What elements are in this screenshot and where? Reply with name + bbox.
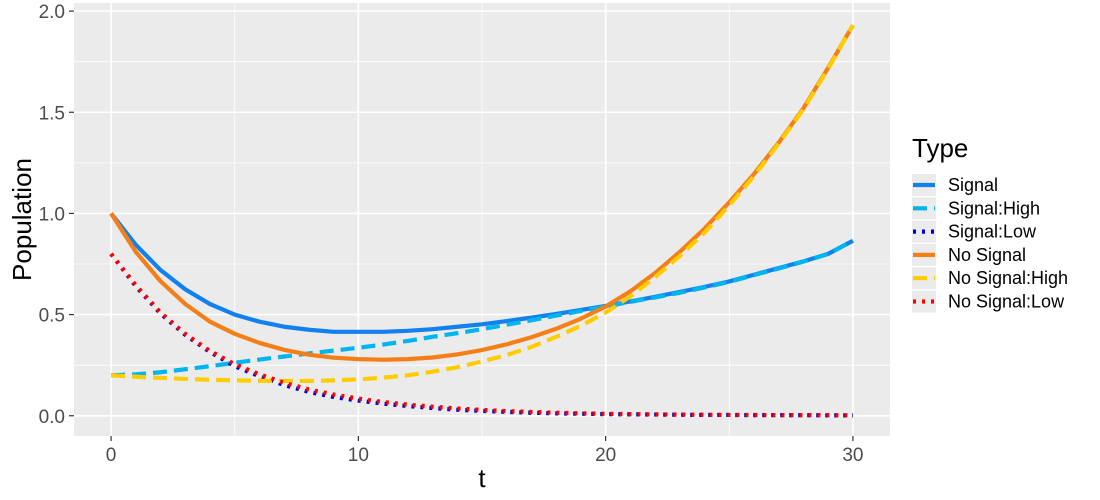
legend-label: No Signal — [948, 245, 1026, 265]
x-axis: 0 10 20 30 — [106, 436, 863, 466]
x-axis-title: t — [478, 463, 486, 493]
x-tick-label: 10 — [348, 445, 369, 466]
y-tick-label: 2.0 — [39, 2, 65, 23]
series-line-no-signal-low — [109, 252, 853, 418]
grid-minor — [74, 3, 890, 436]
x-tick-label: 0 — [106, 445, 117, 466]
series-line-signal — [109, 212, 854, 334]
y-axis-title: Population — [7, 158, 37, 281]
legend-label: Signal:High — [948, 198, 1040, 218]
legend-title: Type — [912, 133, 968, 163]
x-tick-label: 30 — [842, 445, 863, 466]
legend-items: Signal Signal:High Signal:Low No Signal No S… — [912, 174, 1068, 313]
series-layer — [109, 24, 855, 418]
y-tick-label: 1.5 — [39, 103, 65, 124]
y-tick-label: 0.5 — [39, 306, 65, 327]
legend-label: Signal:Low — [948, 222, 1037, 242]
legend-label: Signal — [948, 175, 998, 195]
x-tick-label: 20 — [595, 445, 616, 466]
y-tick-label: 1.0 — [39, 204, 65, 225]
y-axis: 0.0 0.5 1.0 1.5 2.0 — [39, 2, 74, 428]
y-tick-label: 0.0 — [39, 407, 65, 428]
legend-label: No Signal:Low — [948, 292, 1065, 312]
legend: Type Signal Signal:High Signal:Low No Signa… — [912, 133, 1068, 313]
grid-major — [74, 3, 890, 436]
legend-label: No Signal:High — [948, 268, 1068, 288]
